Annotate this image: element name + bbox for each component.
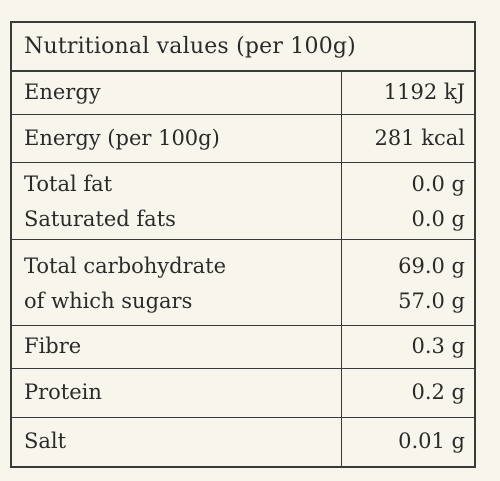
row-label-cell: Total carbohydrate of which sugars [12, 240, 342, 325]
row-label: Energy (per 100g) [24, 126, 220, 150]
row-label: Protein [24, 380, 102, 404]
row-value: 0.2 g [411, 380, 465, 404]
table-row-energy-kj: Energy 1192 kJ [12, 72, 474, 115]
row-label-cell: Energy [12, 72, 342, 114]
row-value: 0.0 g [411, 172, 465, 196]
table-row-fibre: Fibre 0.3 g [12, 326, 474, 369]
row-value-cell: 1192 kJ [342, 72, 474, 114]
row-label-cell: Energy (per 100g) [12, 115, 342, 162]
row-label: Energy [24, 80, 101, 104]
table-row-carbohydrate: Total carbohydrate of which sugars 69.0 … [12, 240, 474, 326]
row-sublabel: Saturated fats [24, 207, 176, 231]
row-label: Fibre [24, 334, 82, 358]
table-row-protein: Protein 0.2 g [12, 369, 474, 418]
row-value-cell: 69.0 g 57.0 g [342, 240, 474, 325]
row-value-cell: 281 kcal [342, 115, 474, 162]
row-sublabel: of which sugars [24, 289, 193, 313]
row-label-cell: Total fat Saturated fats [12, 163, 342, 239]
nutrition-table: Nutritional values (per 100g) Energy 119… [10, 21, 476, 468]
row-value: 0.01 g [398, 429, 465, 453]
table-row-energy-kcal: Energy (per 100g) 281 kcal [12, 115, 474, 163]
row-value: 281 kcal [374, 126, 465, 150]
row-value: 69.0 g [398, 254, 465, 278]
row-label-cell: Protein [12, 369, 342, 417]
row-label-cell: Fibre [12, 326, 342, 368]
row-value-cell: 0.01 g [342, 418, 474, 466]
row-label: Total fat [24, 172, 113, 196]
row-subvalue: 57.0 g [398, 289, 465, 313]
row-value-cell: 0.0 g 0.0 g [342, 163, 474, 239]
row-value-cell: 0.2 g [342, 369, 474, 417]
row-value: 0.3 g [411, 334, 465, 358]
table-row-fat: Total fat Saturated fats 0.0 g 0.0 g [12, 163, 474, 240]
row-value: 1192 kJ [383, 80, 465, 104]
row-label-cell: Salt [12, 418, 342, 466]
table-title: Nutritional values (per 100g) [12, 23, 474, 72]
row-subvalue: 0.0 g [411, 207, 465, 231]
row-value-cell: 0.3 g [342, 326, 474, 368]
row-label: Total carbohydrate [24, 254, 227, 278]
table-row-salt: Salt 0.01 g [12, 418, 474, 466]
row-label: Salt [24, 429, 67, 453]
